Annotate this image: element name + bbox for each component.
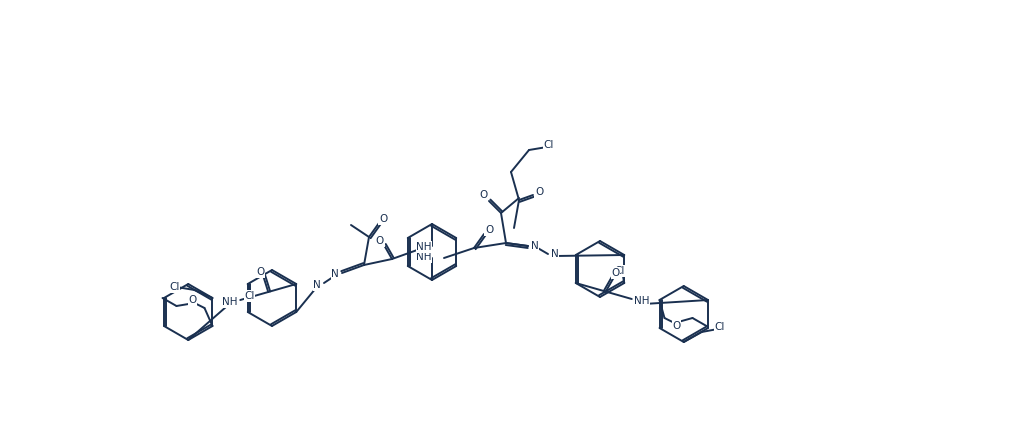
Text: N: N (551, 249, 559, 259)
Text: O: O (535, 187, 543, 197)
Text: Cl: Cl (714, 322, 725, 332)
Text: Cl: Cl (614, 266, 625, 276)
Text: O: O (611, 268, 619, 278)
Text: NH: NH (417, 252, 432, 262)
Text: N: N (313, 280, 321, 290)
Text: N: N (331, 269, 339, 279)
Text: O: O (485, 225, 493, 235)
Text: O: O (376, 236, 384, 246)
Text: N: N (531, 241, 539, 251)
Text: Cl: Cl (543, 140, 555, 150)
Text: O: O (478, 190, 487, 200)
Text: Cl: Cl (245, 291, 255, 301)
Text: O: O (188, 295, 197, 305)
Text: NH: NH (417, 242, 432, 252)
Text: O: O (256, 267, 264, 277)
Text: NH: NH (221, 297, 238, 307)
Text: O: O (672, 321, 680, 331)
Text: NH: NH (634, 296, 649, 306)
Text: O: O (379, 214, 387, 224)
Text: Cl: Cl (170, 282, 180, 292)
